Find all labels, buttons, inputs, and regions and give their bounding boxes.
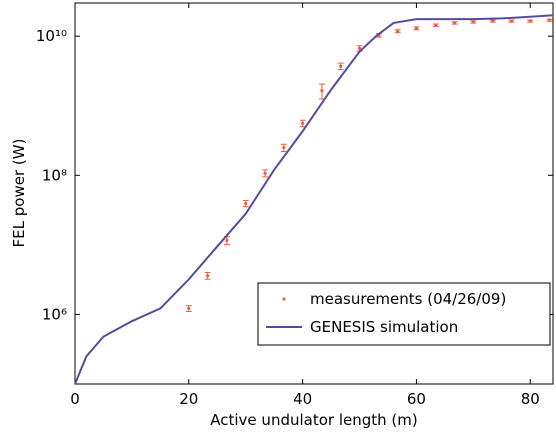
legend-box (257, 282, 551, 346)
y-tick-label: 10⁶ (42, 305, 67, 323)
data-point (491, 19, 495, 23)
data-point (434, 23, 438, 27)
legend-marker (282, 297, 286, 301)
data-point (339, 64, 343, 68)
legend-label: GENESIS simulation (310, 318, 458, 336)
plot-frame (74, 2, 554, 385)
data-point (547, 18, 552, 22)
data-point (282, 146, 286, 150)
x-tick-label: 20 (179, 390, 198, 408)
line-series (74, 14, 554, 385)
data-point (414, 26, 419, 30)
data-point (509, 19, 514, 23)
data-point (225, 238, 229, 242)
data-point (452, 21, 457, 25)
x-tick-label: 80 (521, 390, 540, 408)
data-point (187, 306, 191, 311)
x-tick-label: 40 (293, 390, 312, 408)
data-point (471, 20, 475, 24)
x-axis-label: Active undulator length (m) (210, 411, 417, 429)
data-point (396, 29, 400, 33)
data-point (320, 89, 324, 93)
y-tick-label: 10¹⁰ (36, 27, 67, 45)
data-point (528, 19, 532, 23)
legend-label: measurements (04/26/09) (310, 290, 506, 308)
y-axis-label: FEL power (W) (10, 139, 28, 248)
data-point (244, 201, 248, 205)
data-point (301, 121, 305, 125)
x-tick-label: 60 (407, 390, 426, 408)
y-tick-label: 10⁸ (42, 166, 67, 184)
data-point (357, 46, 362, 50)
data-point (205, 274, 210, 278)
data-point (263, 171, 267, 175)
x-tick-label: 0 (70, 390, 80, 408)
